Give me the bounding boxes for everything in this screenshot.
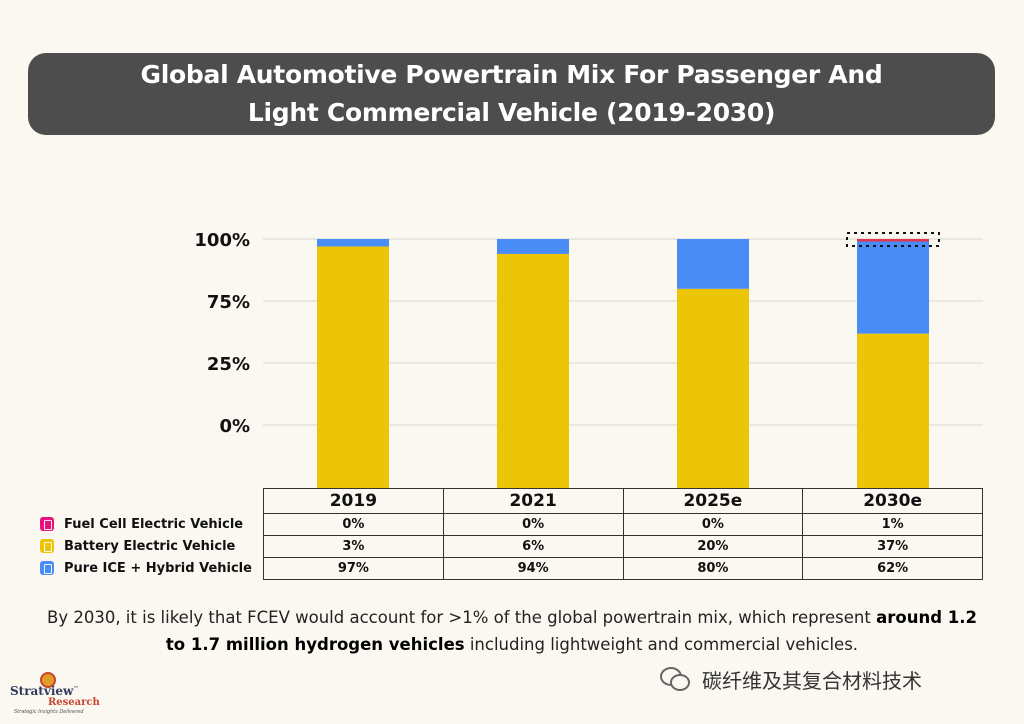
battery-icon — [40, 539, 54, 553]
data-table: 2019 2021 2025e 2030e 0% 0% 0% 1% 3% 6% … — [263, 488, 983, 580]
bar-segment-ice-2030e — [857, 241, 929, 334]
bar-segment-ice-2025e — [677, 239, 749, 289]
bar-segment-bev-2030e — [857, 333, 929, 488]
table-row-ice: 97% 94% 80% 62% — [263, 557, 983, 580]
table-header-row: 2019 2021 2025e 2030e — [263, 488, 983, 514]
logo-name: Stratview™ — [10, 684, 79, 698]
table-cell: 0% — [442, 513, 624, 536]
legend-label-ice: Pure ICE + Hybrid Vehicle — [64, 560, 252, 576]
footnote-text-before: By 2030, it is likely that FCEV would ac… — [47, 608, 877, 627]
legend-bev: Battery Electric Vehicle — [40, 535, 235, 557]
footnote-bold: around 1.2 to 1.7 million hydrogen vehic… — [165, 608, 977, 654]
table-cell: 3% — [263, 535, 444, 558]
y-tick-label: 75% — [207, 292, 250, 313]
table-cell: 94% — [442, 557, 624, 580]
y-tick-label: 100% — [194, 230, 250, 251]
chart-title-line-1: Global Automotive Powertrain Mix For Pas… — [140, 60, 883, 89]
footnote-text-after: including lightweight and commercial veh… — [464, 635, 859, 654]
footnote: By 2030, it is likely that FCEV would ac… — [40, 604, 984, 658]
stratview-logo: Stratview™ Research Strategic Insights D… — [10, 672, 100, 718]
table-cell: 37% — [802, 535, 983, 558]
bar-segment-bev-2021 — [497, 253, 569, 488]
bar-segment-fcev-2030e — [857, 239, 929, 242]
highlight-box — [846, 232, 940, 247]
legend-label-fcev: Fuel Cell Electric Vehicle — [64, 516, 244, 532]
table-row-bev: 3% 6% 20% 37% — [263, 535, 983, 558]
bar-segment-ice-2021 — [497, 239, 569, 254]
table-cell: 0% — [263, 513, 444, 536]
table-header-2030e: 2030e — [802, 488, 983, 514]
logo-mark-icon — [40, 672, 56, 688]
y-tick-label: 0% — [219, 416, 250, 437]
legend-label-bev: Battery Electric Vehicle — [64, 538, 236, 554]
bar-segment-ice-2019 — [317, 239, 389, 247]
watermark-text: 碳纤维及其复合材料技术 — [702, 668, 922, 693]
table-header-2021: 2021 — [442, 488, 624, 514]
table-cell: 6% — [442, 535, 624, 558]
table-row-fcev: 0% 0% 0% 1% — [263, 513, 983, 536]
table-header-2019: 2019 — [263, 488, 444, 514]
y-tick-label: 25% — [207, 354, 250, 375]
title-banner: Global Automotive Powertrain Mix For Pas… — [28, 53, 995, 135]
table-cell: 0% — [622, 513, 804, 536]
table-cell: 20% — [622, 535, 804, 558]
watermark: 碳纤维及其复合材料技术 — [660, 664, 922, 694]
legend-ice: Pure ICE + Hybrid Vehicle — [40, 557, 252, 579]
table-cell: 62% — [802, 557, 983, 580]
table-header-2025e: 2025e — [622, 488, 804, 514]
wechat-icon — [660, 667, 690, 691]
car-icon — [40, 561, 54, 575]
bar-segment-bev-2019 — [317, 246, 389, 488]
table-cell: 97% — [263, 557, 444, 580]
table-cell: 80% — [622, 557, 804, 580]
chart-title-line-2: Light Commercial Vehicle (2019-2030) — [247, 98, 776, 127]
logo-tagline: Strategic Insights Delivered — [14, 709, 84, 715]
bar-segment-bev-2025e — [677, 288, 749, 488]
logo-sub: Research — [48, 697, 100, 708]
legend-fcev: Fuel Cell Electric Vehicle — [40, 513, 243, 535]
table-cell: 1% — [802, 513, 983, 536]
fuel-pump-icon — [40, 517, 54, 531]
